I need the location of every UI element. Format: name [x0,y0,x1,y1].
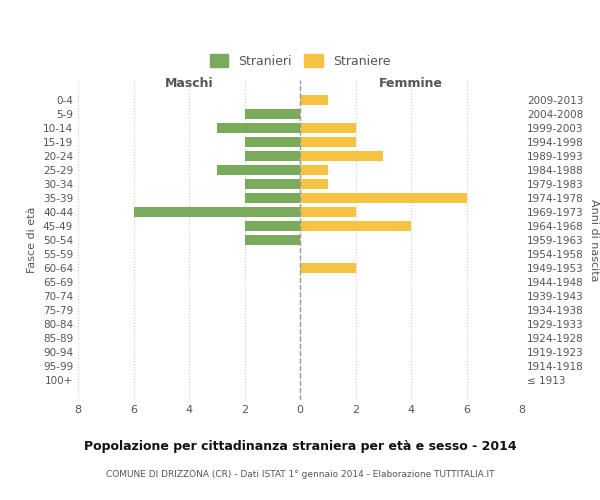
Text: Femmine: Femmine [379,77,443,90]
Bar [300,178,328,189]
Y-axis label: Fasce di età: Fasce di età [28,207,37,273]
Bar [217,164,300,175]
Bar [245,178,300,189]
Bar [133,206,300,217]
Bar [300,192,467,203]
Bar [217,122,300,133]
Bar [245,136,300,147]
Bar [300,220,411,231]
Bar [300,263,355,274]
Text: Maschi: Maschi [164,77,214,90]
Bar [300,94,328,105]
Bar [300,122,355,133]
Bar [300,136,355,147]
Text: Popolazione per cittadinanza straniera per età e sesso - 2014: Popolazione per cittadinanza straniera p… [83,440,517,453]
Bar [245,192,300,203]
Bar [245,234,300,246]
Bar [300,206,355,217]
Y-axis label: Anni di nascita: Anni di nascita [589,198,599,281]
Bar [300,150,383,161]
Bar [245,108,300,119]
Bar [245,220,300,231]
Legend: Stranieri, Straniere: Stranieri, Straniere [209,54,391,68]
Bar [300,164,328,175]
Bar [245,150,300,161]
Text: COMUNE DI DRIZZONA (CR) - Dati ISTAT 1° gennaio 2014 - Elaborazione TUTTITALIA.I: COMUNE DI DRIZZONA (CR) - Dati ISTAT 1° … [106,470,494,479]
